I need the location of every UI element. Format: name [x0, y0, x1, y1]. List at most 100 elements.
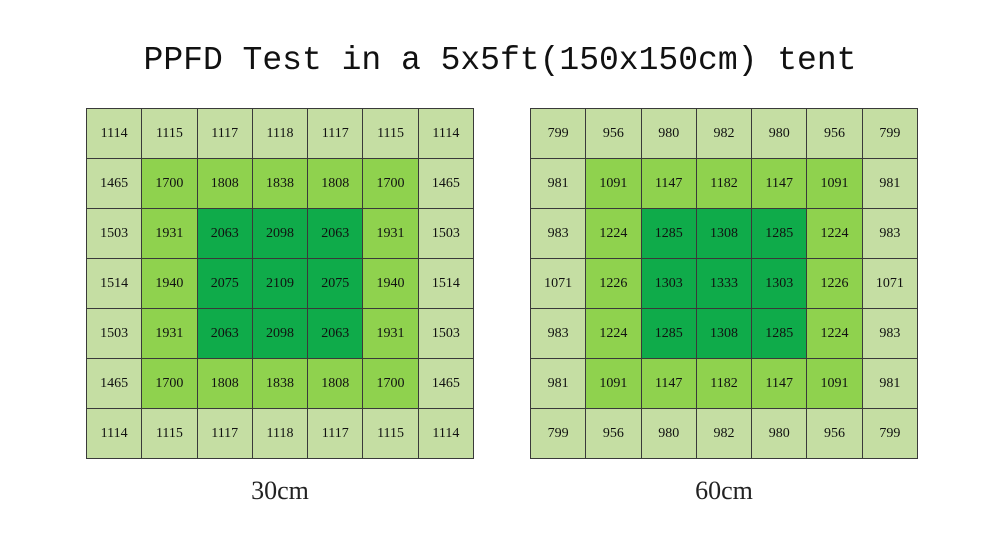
chart-title: PPFD Test in a 5x5ft(150x150cm) tent [143, 42, 857, 79]
ppfd-cell: 1285 [640, 208, 697, 259]
ppfd-cell: 1700 [141, 158, 198, 209]
ppfd-cell: 1303 [751, 258, 808, 309]
ppfd-cell: 799 [529, 108, 587, 159]
ppfd-cell: 980 [751, 108, 808, 159]
grid-caption-30cm: 30cm [251, 476, 309, 505]
ppfd-cell: 1308 [695, 208, 753, 259]
ppfd-cell: 981 [861, 158, 919, 209]
grid-row: 1465 1700 1808 1838 1808 1700 1465 [85, 358, 475, 409]
ppfd-cell: 1514 [85, 258, 143, 309]
ppfd-cell: 1226 [806, 258, 863, 309]
ppfd-cell: 1838 [251, 358, 309, 409]
grid-row: 1465 1700 1808 1838 1808 1700 1465 [85, 158, 475, 209]
ppfd-cell: 1503 [417, 208, 475, 259]
ppfd-cell: 1071 [861, 258, 919, 309]
ppfd-cell: 2063 [196, 308, 253, 359]
ppfd-cell: 1931 [141, 308, 198, 359]
ppfd-cell: 1182 [695, 358, 753, 409]
ppfd-cell: 1285 [751, 208, 808, 259]
grid-row: 1503 1931 2063 2098 2063 1931 1503 [85, 208, 475, 259]
ppfd-cell: 1503 [417, 308, 475, 359]
ppfd-cell: 799 [861, 408, 919, 459]
ppfd-cell: 1224 [806, 208, 863, 259]
ppfd-cell: 982 [695, 108, 753, 159]
ppfd-cell: 1226 [585, 258, 642, 309]
ppfd-cell: 1465 [417, 358, 475, 409]
ppfd-cell: 1931 [141, 208, 198, 259]
ppfd-cell: 1303 [640, 258, 697, 309]
ppfd-cell: 980 [751, 408, 808, 459]
ppfd-grid-30cm: 1114 1115 1117 1118 1117 1115 1114 1465 1700 1808… [85, 108, 475, 459]
ppfd-cell: 1700 [141, 358, 198, 409]
ppfd-cell: 956 [806, 108, 863, 159]
ppfd-cell: 1147 [640, 158, 697, 209]
ppfd-cell: 2098 [251, 208, 309, 259]
ppfd-cell: 1091 [585, 158, 642, 209]
ppfd-cell: 1118 [251, 108, 309, 159]
ppfd-cell: 1114 [417, 408, 475, 459]
ppfd-cell: 956 [806, 408, 863, 459]
ppfd-cell: 1091 [806, 158, 863, 209]
ppfd-cell: 1115 [141, 408, 198, 459]
ppfd-cell: 1503 [85, 308, 143, 359]
ppfd-cell: 799 [529, 408, 587, 459]
ppfd-cell: 1931 [362, 308, 419, 359]
ppfd-cell: 1465 [85, 358, 143, 409]
ppfd-cell: 1465 [85, 158, 143, 209]
ppfd-cell: 1224 [806, 308, 863, 359]
ppfd-cell: 983 [529, 208, 587, 259]
ppfd-cell: 1147 [751, 358, 808, 409]
ppfd-cell: 1308 [695, 308, 753, 359]
ppfd-cell: 1117 [307, 108, 364, 159]
ppfd-cell: 1931 [362, 208, 419, 259]
ppfd-cell: 1114 [85, 408, 143, 459]
ppfd-cell: 2109 [251, 258, 309, 309]
ppfd-cell: 2063 [307, 308, 364, 359]
ppfd-cell: 1700 [362, 158, 419, 209]
grid-row: 1114 1115 1117 1118 1117 1115 1114 [85, 408, 475, 459]
grid-row: 799 956 980 982 980 956 799 [529, 108, 919, 159]
ppfd-cell: 1117 [196, 108, 253, 159]
grid-row: 981 1091 1147 1182 1147 1091 981 [529, 358, 919, 409]
ppfd-cell: 1071 [529, 258, 587, 309]
ppfd-cell: 1940 [362, 258, 419, 309]
ppfd-cell: 1503 [85, 208, 143, 259]
ppfd-cell: 956 [585, 108, 642, 159]
ppfd-cell: 2063 [307, 208, 364, 259]
ppfd-cell: 1117 [196, 408, 253, 459]
ppfd-cell: 1700 [362, 358, 419, 409]
grid-row: 983 1224 1285 1308 1285 1224 983 [529, 208, 919, 259]
ppfd-cell: 981 [529, 158, 587, 209]
grid-row: 1514 1940 2075 2109 2075 1940 1514 [85, 258, 475, 309]
grid-caption-60cm: 60cm [695, 476, 753, 505]
ppfd-cell: 1147 [751, 158, 808, 209]
ppfd-cell: 983 [529, 308, 587, 359]
ppfd-cell: 956 [585, 408, 642, 459]
ppfd-cell: 1808 [307, 358, 364, 409]
ppfd-cell: 1514 [417, 258, 475, 309]
ppfd-cell: 1182 [695, 158, 753, 209]
ppfd-cell: 982 [695, 408, 753, 459]
ppfd-cell: 1808 [196, 358, 253, 409]
ppfd-cell: 1115 [141, 108, 198, 159]
ppfd-grid-60cm: 799 956 980 982 980 956 799 981 1091 1147 1182 1147… [529, 108, 919, 459]
ppfd-cell: 983 [861, 208, 919, 259]
ppfd-cell: 2098 [251, 308, 309, 359]
ppfd-cell: 1940 [141, 258, 198, 309]
grid-row: 799 956 980 982 980 956 799 [529, 408, 919, 459]
ppfd-cell: 980 [640, 108, 697, 159]
ppfd-cell: 981 [529, 358, 587, 409]
ppfd-cell: 1114 [85, 108, 143, 159]
ppfd-cell: 1114 [417, 108, 475, 159]
ppfd-cell: 1285 [751, 308, 808, 359]
ppfd-cell: 2075 [196, 258, 253, 309]
ppfd-cell: 1117 [307, 408, 364, 459]
ppfd-cell: 1333 [695, 258, 753, 309]
ppfd-cell: 981 [861, 358, 919, 409]
ppfd-cell: 1808 [196, 158, 253, 209]
ppfd-cell: 1118 [251, 408, 309, 459]
ppfd-cell: 1115 [362, 108, 419, 159]
ppfd-cell: 2063 [196, 208, 253, 259]
ppfd-cell: 1224 [585, 208, 642, 259]
ppfd-cell: 1091 [585, 358, 642, 409]
